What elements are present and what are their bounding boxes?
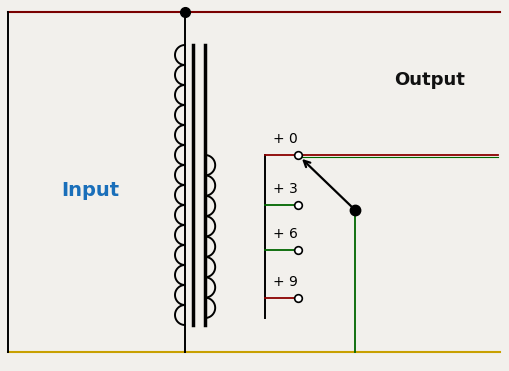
Text: Input: Input — [61, 181, 119, 200]
Text: + 6: + 6 — [272, 227, 297, 241]
Text: + 0: + 0 — [272, 132, 297, 146]
Text: + 3: + 3 — [272, 182, 297, 196]
Text: Output: Output — [394, 71, 465, 89]
Text: + 9: + 9 — [272, 275, 297, 289]
